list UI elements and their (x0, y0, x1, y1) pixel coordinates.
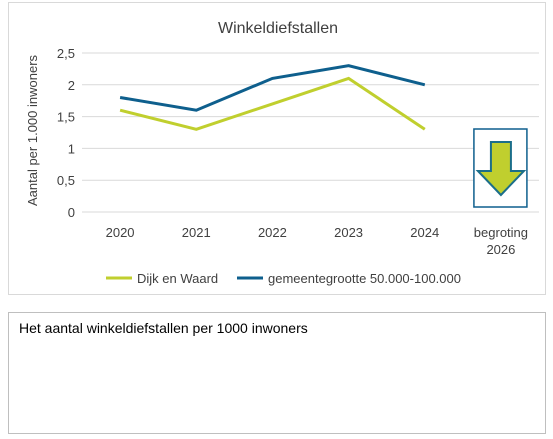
x-tick-label: 2022 (258, 225, 287, 240)
caption-box: Het aantal winkeldiefstallen per 1000 in… (8, 312, 546, 434)
y-tick-label: 0 (68, 205, 75, 220)
x-tick-label: 2023 (334, 225, 363, 240)
series-line (119, 76, 426, 131)
legend-label: Dijk en Waard (137, 271, 218, 286)
legend-label: gemeentegrootte 50.000-100.000 (268, 271, 461, 286)
chart-title: Winkeldiefstallen (218, 20, 338, 37)
arrow-down-icon (475, 141, 527, 197)
y-tick-label: 2 (68, 78, 75, 93)
x-tick-label: 2021 (182, 225, 211, 240)
y-tick-label: 1,5 (57, 110, 75, 125)
line-chart: Winkeldiefstallen 0 0,5 1 1,5 2 2,5 Aantal per … (25, 20, 539, 286)
chart-area: Winkeldiefstallen 0 0,5 1 1,5 2 2,5 Aantal per … (8, 2, 546, 295)
x-tick-label: begroting (474, 225, 528, 240)
series-line (119, 64, 426, 112)
y-tick-label: 2,5 (57, 46, 75, 61)
caption-text: Het aantal winkeldiefstallen per 1000 in… (19, 320, 308, 336)
x-tick-label: 2020 (106, 225, 135, 240)
y-tick-label: 1 (68, 141, 75, 156)
y-tick-label: 0,5 (57, 173, 75, 188)
x-tick-label: 2024 (410, 225, 439, 240)
x-tick-label: 2026 (486, 242, 515, 257)
y-axis-label: Aantal per 1.000 inwoners (25, 54, 40, 206)
